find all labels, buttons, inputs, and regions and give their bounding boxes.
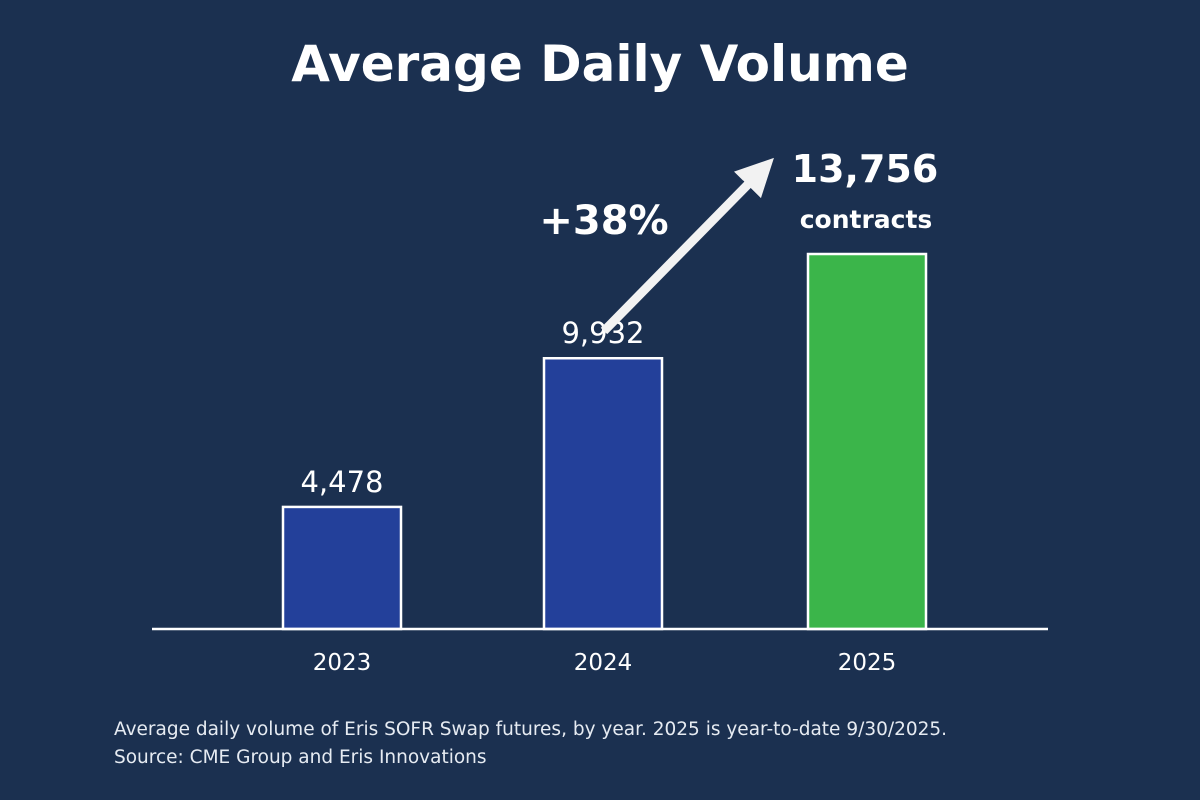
growth-arrow	[600, 157, 774, 335]
value-unit-label: contracts	[800, 205, 933, 234]
chart-title: Average Daily Volume	[291, 35, 909, 93]
growth-percent-label: +38%	[539, 198, 668, 244]
bar-chart: Average Daily Volume 4,478 2023 9,932 2024 1…	[152, 35, 1048, 676]
caption-source: Source: CME Group and Eris Innovations	[114, 747, 487, 768]
x-tick-label-2025: 2025	[838, 650, 897, 676]
x-tick-label-2023: 2023	[313, 650, 372, 676]
growth-annotation: +38%	[539, 157, 774, 335]
bar-2023	[281, 505, 403, 631]
bars-layer: 4,478 2023 9,932 2024 13,756 contracts 2025	[281, 147, 939, 676]
x-tick-label-2024: 2024	[574, 650, 633, 676]
value-label-2025: 13,756	[792, 147, 939, 191]
chart-caption: Average daily volume of Eris SOFR Swap f…	[114, 716, 1174, 772]
value-label-2024: 9,932	[561, 316, 644, 350]
bar-2025	[806, 252, 928, 631]
caption-description: Average daily volume of Eris SOFR Swap f…	[114, 719, 948, 740]
bar-2024	[542, 356, 664, 631]
value-label-2023: 4,478	[300, 465, 383, 499]
